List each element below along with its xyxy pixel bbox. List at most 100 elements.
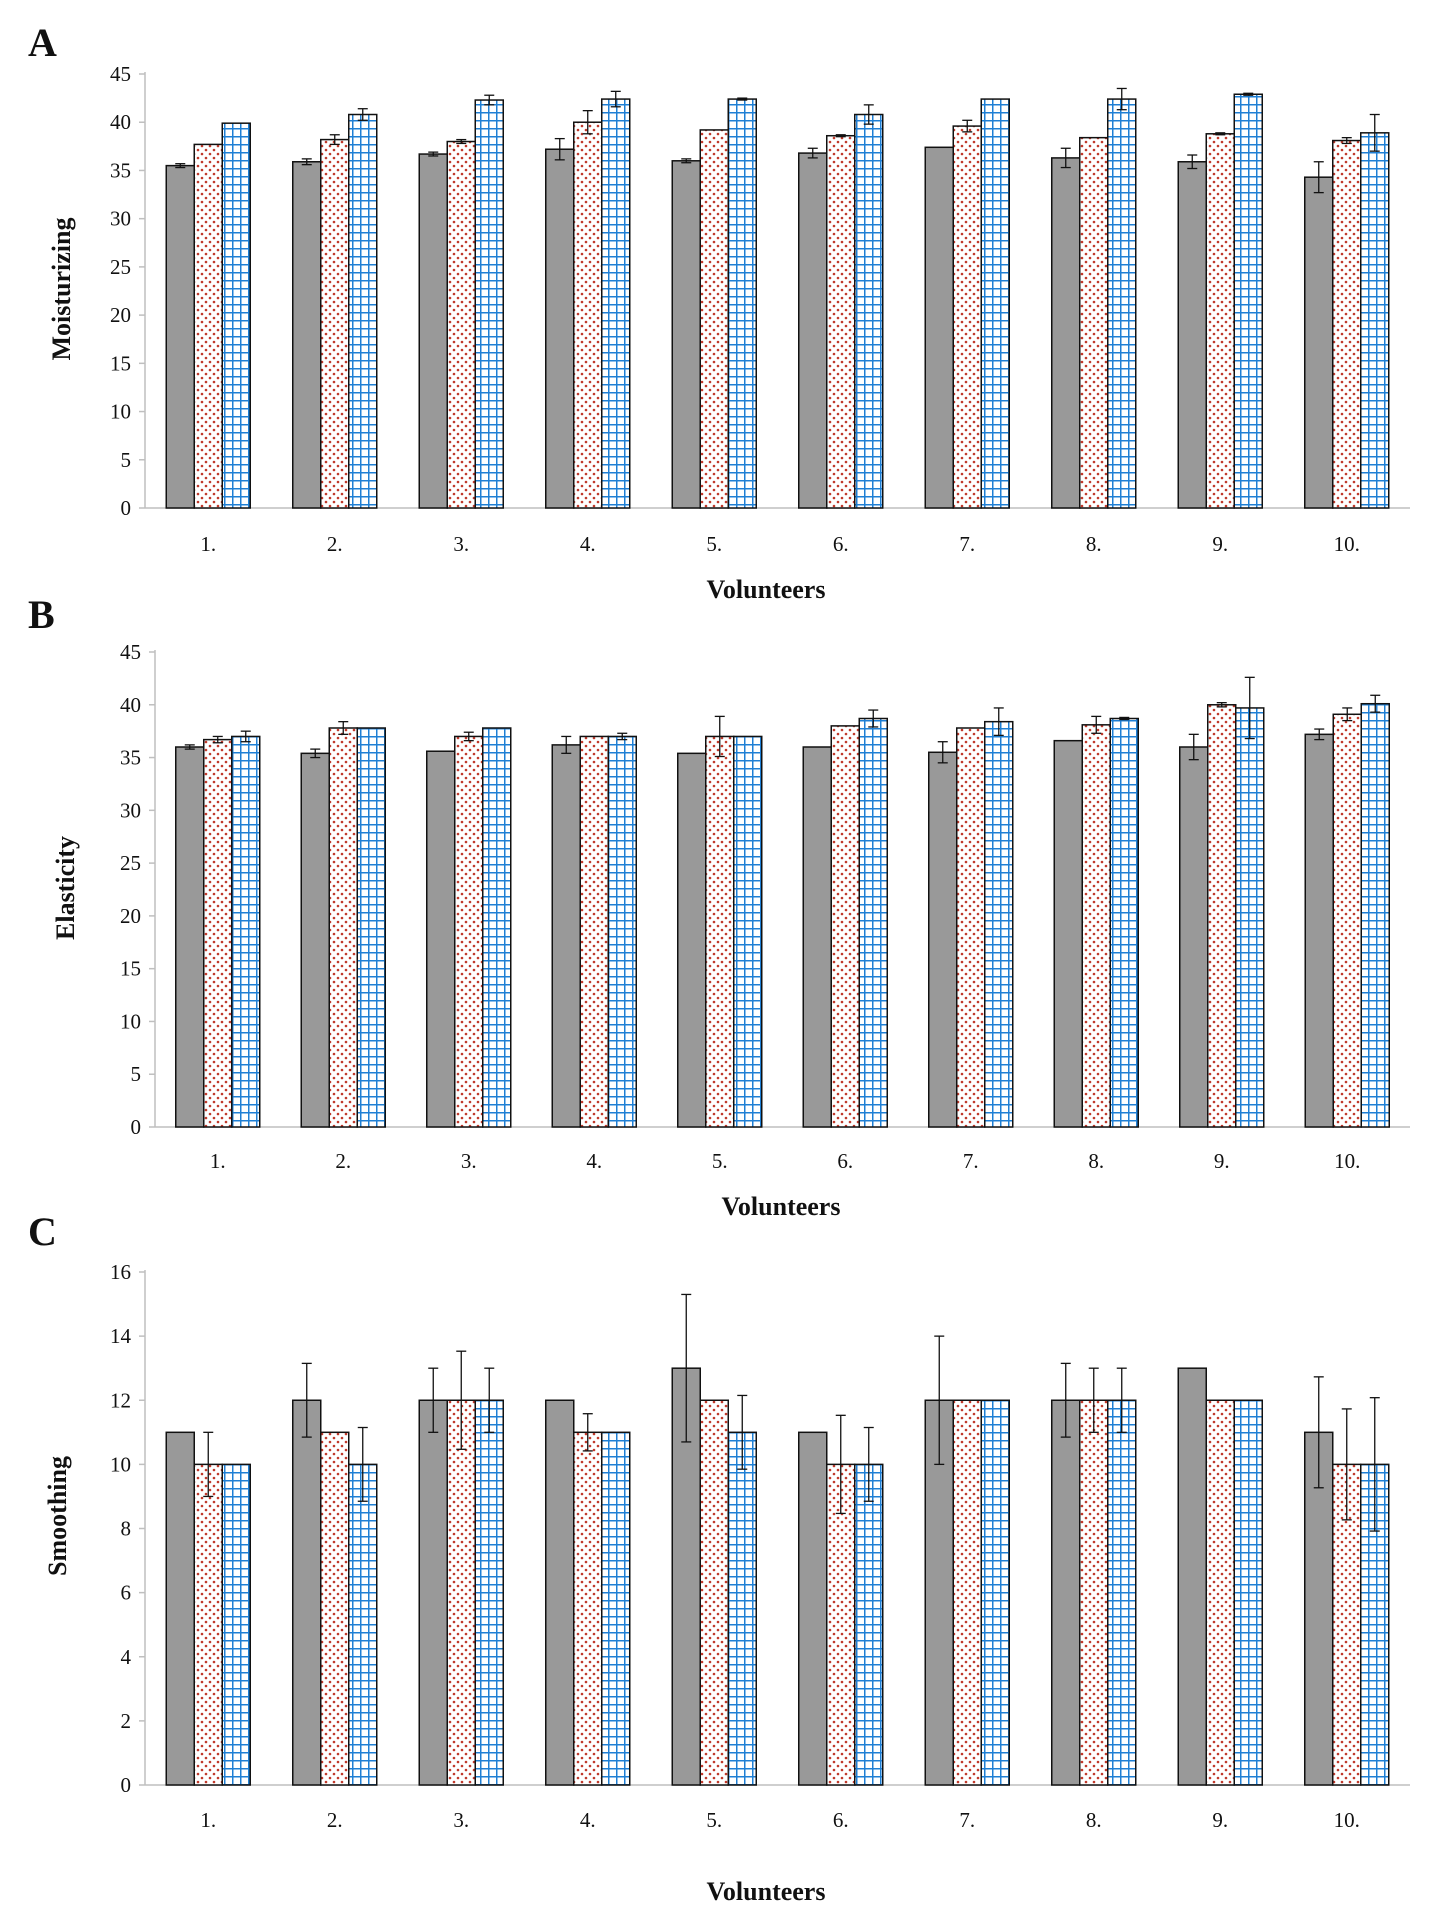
error-bar (617, 732, 628, 741)
error-bar (1091, 715, 1102, 734)
y-tick-label: 45 (110, 62, 131, 86)
error-bar (554, 137, 565, 161)
bar-series-3 (1360, 702, 1390, 1128)
bar-series-1 (165, 164, 195, 509)
y-tick-label: 40 (110, 110, 131, 134)
bar-series-2 (320, 1431, 350, 1786)
chart-panel-c: C Smoothing Volunteers 0 2 4 6 8 10 12 14 16 1. 2.… (28, 1209, 1410, 1906)
bar-series-2 (1205, 133, 1235, 509)
error-bar (428, 1367, 439, 1433)
error-bar (1060, 147, 1071, 169)
error-bar (203, 1431, 214, 1498)
bar-series-1 (1304, 176, 1334, 509)
error-bar (835, 1414, 846, 1515)
error-bar (1244, 676, 1255, 740)
bar-series-1 (418, 1399, 448, 1786)
bar-series-3 (854, 113, 884, 509)
bar-series-1 (551, 744, 581, 1128)
bar-series-2 (1207, 704, 1237, 1128)
error-bar (463, 731, 474, 742)
y-tick-label: 15 (120, 957, 141, 981)
x-tick-label: 3. (453, 532, 469, 556)
error-bar (1342, 707, 1353, 722)
y-tick-label: 2 (121, 1709, 132, 1733)
bar-series-1 (928, 751, 958, 1128)
bar-series-1 (1177, 1367, 1207, 1786)
error-bar (863, 104, 874, 125)
bar-series-3 (1233, 93, 1263, 509)
error-bar (561, 735, 572, 754)
panel-letter-c: C (28, 1209, 57, 1254)
x-tick-label: 5. (712, 1149, 728, 1173)
error-bar (993, 707, 1004, 737)
error-bar (310, 748, 321, 759)
bar-series-3 (1235, 707, 1265, 1128)
bar-series-3 (601, 1431, 631, 1786)
bar-series-3 (348, 1463, 378, 1786)
error-bar (1060, 1362, 1071, 1438)
error-bar (301, 1362, 312, 1438)
bar-series-1 (1051, 157, 1081, 509)
y-tick-label: 10 (110, 400, 131, 424)
error-bar (484, 94, 495, 106)
bar-series-1 (545, 148, 575, 509)
error-bar (1314, 728, 1325, 741)
y-tick-label: 4 (121, 1645, 132, 1669)
y-tick-label: 5 (121, 448, 132, 472)
bar-series-3 (1109, 717, 1139, 1128)
bar-series-1 (1179, 746, 1209, 1128)
y-tick-label: 0 (121, 496, 132, 520)
x-tick-label: 1. (200, 1808, 216, 1832)
error-bar (610, 90, 621, 108)
bar-series-3 (356, 727, 386, 1128)
error-bar (1119, 716, 1130, 721)
x-axis-label-c: Volunteers (707, 1877, 826, 1906)
y-tick-label: 6 (121, 1581, 132, 1605)
error-bar (1116, 87, 1127, 111)
y-tick-label: 5 (131, 1062, 142, 1086)
error-bar (1188, 733, 1199, 761)
bar-series-1 (426, 750, 456, 1128)
error-bar (1369, 1397, 1380, 1532)
x-tick-label: 10. (1334, 532, 1360, 556)
y-tick-label: 35 (120, 746, 141, 770)
bar-series-1 (175, 746, 205, 1128)
x-tick-label: 1. (210, 1149, 226, 1173)
x-tick-label: 8. (1086, 1808, 1102, 1832)
error-bar (240, 730, 251, 743)
x-tick-label: 7. (959, 1808, 975, 1832)
bar-series-3 (1233, 1399, 1263, 1786)
error-bar (714, 715, 725, 758)
x-tick-label: 10. (1334, 1808, 1360, 1832)
bar-series-2 (699, 129, 729, 509)
chart-panel-b: B Elasticity Volunteers 0 5 10 15 20 25 30 35 40… (28, 592, 1410, 1221)
bar-series-3 (733, 735, 763, 1128)
error-bar (456, 138, 467, 145)
y-tick-label: 35 (110, 158, 131, 182)
error-bar (737, 1394, 748, 1470)
error-bar (456, 1350, 467, 1450)
x-tick-label: 10. (1334, 1149, 1360, 1173)
error-bar (484, 1367, 495, 1433)
x-tick-label: 4. (586, 1149, 602, 1173)
y-tick-label: 8 (121, 1517, 132, 1541)
x-tick-label: 3. (461, 1149, 477, 1173)
y-tick-label: 25 (120, 851, 141, 875)
x-tick-label: 2. (335, 1149, 351, 1173)
bar-series-3 (980, 1399, 1010, 1786)
bar-series-1 (677, 752, 707, 1128)
y-tick-label: 15 (110, 351, 131, 375)
y-tick-label: 40 (120, 693, 141, 717)
bar-series-1 (1177, 161, 1207, 509)
x-tick-label: 8. (1086, 532, 1102, 556)
y-tick-label: 25 (110, 255, 131, 279)
error-bar (962, 119, 973, 133)
error-bar (863, 1426, 874, 1502)
bar-series-3 (980, 98, 1010, 509)
error-bar (1116, 1367, 1127, 1433)
bar-series-3 (858, 717, 888, 1128)
bar-series-2 (454, 735, 484, 1128)
bar-series-3 (1107, 1399, 1137, 1786)
bar-series-3 (231, 735, 261, 1128)
